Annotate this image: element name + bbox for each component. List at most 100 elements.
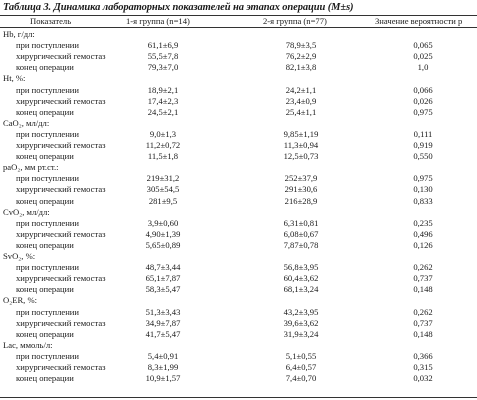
group1-value: 5,4±0,91 (147, 350, 179, 361)
section-title: SvO₂, %: (3, 251, 36, 261)
section-title: paO₂, мм рт.ст.: (3, 162, 59, 173)
stage-label: при поступлении (16, 173, 80, 184)
section-header: O₂ER, %: (0, 295, 477, 306)
group2-value: 252±37,9 (284, 173, 318, 184)
group2-value: 56,8±3,95 (283, 262, 319, 273)
group2-value: 5,1±0,55 (285, 350, 317, 361)
group1-value: 34,9±7,87 (145, 317, 181, 328)
group1-value: 55,5±7,8 (147, 51, 179, 62)
table-row: хирургический гемостаз 65,1±7,87 60,4±3,62… (0, 273, 477, 284)
group1-value: 24,5±2,1 (147, 106, 179, 117)
group1-value: 18,9±2,1 (147, 84, 179, 95)
section-header: Ht, %: (0, 73, 477, 84)
stage-label: конец операции (16, 373, 74, 384)
section-header: Hb, г/дл: (0, 29, 477, 40)
stage-label: конец операции (16, 151, 74, 162)
p-value: 0,366 (413, 350, 433, 361)
table-row: конец операции 10,9±1,57 7,4±0,70 0,032 (0, 373, 477, 384)
group1-value: 58,3±5,47 (145, 284, 181, 295)
p-value: 0,065 (413, 40, 433, 51)
p-value: 0,737 (413, 317, 433, 328)
p-value: 0,919 (413, 140, 433, 150)
p-value: 0,126 (413, 239, 433, 250)
stage-label: при поступлении (16, 306, 80, 317)
p-value: 1,0 (417, 62, 429, 73)
header-indicator: Показатель (30, 16, 72, 26)
group2-value: 291±30,6 (284, 184, 318, 195)
table-row: хирургический гемостаз 11,2±0,72 11,3±0,94… (0, 140, 477, 151)
table-row: при поступлении 9,0±1,3 9,85±1,19 0,111 (0, 129, 477, 140)
p-value: 0,235 (413, 217, 433, 228)
p-value: 0,262 (413, 306, 433, 317)
group2-value: 39,6±3,62 (283, 317, 319, 328)
group1-value: 41,7±5,47 (145, 328, 181, 339)
p-value: 0,737 (413, 273, 433, 284)
stage-label: хирургический гемостаз (16, 140, 106, 150)
stage-label: хирургический гемостаз (16, 362, 106, 372)
stage-label: при поступлении (16, 84, 80, 95)
table-row: хирургический гемостаз 34,9±7,87 39,6±3,62… (0, 318, 477, 329)
group2-value: 68,1±3,24 (283, 284, 319, 295)
group2-value: 43,2±3,95 (283, 306, 319, 317)
table-row: хирургический гемостаз 55,5±7,8 76,2±2,9 0,… (0, 51, 477, 62)
table-row: конец операции 41,7±5,47 31,9±3,24 0,148 (0, 329, 477, 340)
group2-value: 12,5±0,73 (283, 151, 319, 162)
stage-label: при поступлении (16, 350, 80, 361)
table-row: при поступлении 3,9±0,60 6,31±0,81 0,235 (0, 218, 477, 229)
group2-value: 6,08±0,67 (283, 228, 319, 239)
table-row: при поступлении 18,9±2,1 24,2±1,1 0,066 (0, 85, 477, 96)
group2-value: 216±28,9 (284, 195, 318, 206)
group1-value: 65,1±7,87 (145, 273, 181, 284)
section-title: O₂ER, %: (3, 295, 38, 306)
section-header: CvO₂, мл/дл: (0, 207, 477, 218)
group1-value: 11,2±0,72 (145, 140, 181, 150)
group2-value: 31,9±3,24 (283, 328, 319, 339)
stage-label: при поступлении (16, 262, 80, 273)
group1-value: 11,5±1,8 (147, 151, 179, 162)
stage-label: хирургический гемостаз (16, 51, 106, 62)
caption-label: Таблица 3. (3, 2, 52, 13)
group1-value: 8,3±1,99 (147, 362, 179, 372)
p-value: 0,148 (413, 328, 433, 339)
header-p: Значение вероятности p (375, 16, 463, 26)
table-row: хирургический гемостаз 17,4±2,3 23,4±0,9 0,… (0, 96, 477, 107)
header-group1: 1-я группа (n=14) (126, 16, 190, 26)
group2-value: 23,4±0,9 (285, 95, 317, 106)
stage-label: конец операции (16, 195, 74, 206)
group2-value: 6,31±0,81 (283, 217, 319, 228)
stage-label: конец операции (16, 284, 74, 295)
section-title: Hb, г/дл: (3, 29, 35, 39)
p-value: 0,026 (413, 95, 433, 106)
p-value: 0,111 (413, 128, 433, 139)
stage-label: хирургический гемостаз (16, 273, 106, 284)
table-row: при поступлении 51,3±3,43 43,2±3,95 0,262 (0, 307, 477, 318)
group1-value: 281±9,5 (148, 195, 178, 206)
group1-value: 10,9±1,57 (145, 373, 181, 384)
p-value: 0,315 (413, 362, 433, 372)
group1-value: 219±31,2 (146, 173, 180, 184)
table-row: хирургический гемостаз 305±54,5 291±30,6 0,… (0, 184, 477, 195)
group2-value: 25,4±1,1 (285, 106, 317, 117)
stage-label: хирургический гемостаз (16, 184, 106, 195)
header-group2: 2-я группа (n=77) (263, 16, 327, 26)
group2-value: 78,9±3,5 (285, 40, 317, 51)
stage-label: конец операции (16, 106, 74, 117)
group1-value: 4,90±1,39 (145, 228, 181, 239)
p-value: 0,130 (413, 184, 433, 195)
group2-value: 76,2±2,9 (285, 51, 317, 62)
section-header: CaO₂, мл/дл: (0, 118, 477, 129)
section-title: Ht, %: (3, 73, 26, 84)
group1-value: 61,1±6,9 (147, 40, 179, 51)
p-value: 0,975 (413, 106, 433, 117)
group2-value: 24,2±1,1 (285, 84, 317, 95)
table-row: хирургический гемостаз 8,3±1,99 6,4±0,57 0,… (0, 362, 477, 373)
group1-value: 17,4±2,3 (147, 95, 179, 106)
stage-label: хирургический гемостаз (16, 317, 106, 328)
group1-value: 3,9±0,60 (147, 217, 179, 228)
p-value: 0,032 (413, 373, 433, 384)
group2-value: 60,4±3,62 (283, 273, 319, 284)
section-title: CvO₂, мл/дл: (3, 206, 50, 217)
table-caption: Таблица 3. Динамика лабораторных показат… (3, 2, 354, 13)
group2-value: 6,4±0,57 (285, 362, 317, 372)
stage-label: хирургический гемостаз (16, 95, 106, 106)
